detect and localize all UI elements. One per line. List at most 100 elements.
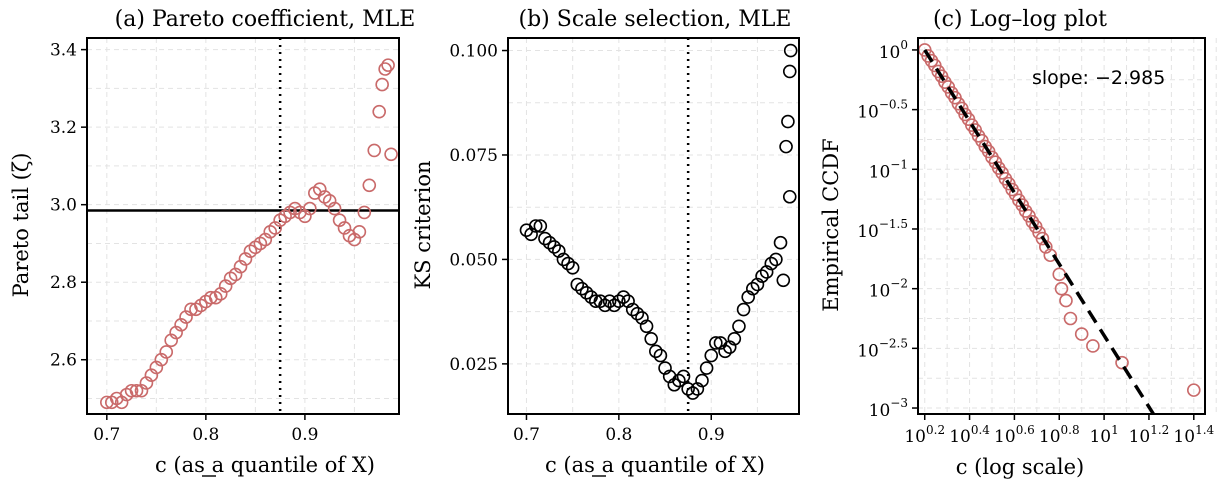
panel-b-y-tick-label: 0.025 [449, 355, 498, 375]
panel-c-point [1043, 248, 1058, 263]
panel-b-point [704, 348, 719, 363]
panel-a-point [378, 62, 392, 76]
panel-b-point [782, 189, 797, 204]
panel-a-point [375, 77, 389, 92]
panel-b-point [547, 240, 561, 254]
panel-b-point [630, 306, 645, 321]
panel-c-title: (c) Log–log plot [933, 7, 1107, 32]
panel-a-x-tick-label: 0.8 [192, 425, 219, 445]
panel-c-point [1035, 231, 1050, 246]
panel-b-point [782, 64, 797, 79]
panel-b-point [538, 231, 552, 246]
panel-c-y-tick-label: 10−1 [869, 157, 908, 182]
panel-b-point [769, 252, 783, 267]
panel-b-point [598, 298, 612, 313]
panel-b-point [690, 382, 705, 396]
panel-b-point [727, 331, 742, 346]
panel-c-slope-annotation: slope: −2.985 [1032, 67, 1165, 89]
panel-c-ticks: 100.2 100.4 100.6 100.8 101 101.2 101.4 100 10−0… [857, 38, 1214, 447]
panel-a-point [357, 205, 372, 220]
panel-c-point [1086, 339, 1100, 353]
panel-a-y-label: Pareto tail (ζ) [9, 153, 33, 298]
panel-a-y-tick-label: 2.6 [50, 351, 77, 371]
panel-b-ticks: 0.7 0.8 0.9 0.025 0.050 0.075 0.100 [449, 42, 724, 445]
panel-b-point [781, 114, 795, 129]
panel-c-point [1059, 293, 1073, 308]
panel-c-y-tick-label: 10−3 [869, 396, 908, 421]
panel-b-point [602, 294, 617, 309]
panel-b-point [681, 382, 695, 396]
panel-b-point [667, 377, 682, 392]
panel-a-x-tick-label: 0.7 [93, 425, 120, 445]
panel-b-point [750, 277, 765, 292]
panel-a-point [362, 178, 377, 193]
panel-b-point [776, 273, 791, 288]
panel-c-x-tick-label: 101 [1089, 423, 1118, 447]
panel-b-point [746, 281, 760, 296]
panel-a-point [129, 383, 144, 398]
panel-c-y-tick-label: 100 [879, 38, 908, 63]
panel-a-point [352, 225, 367, 239]
panel-a-y-tick-label: 2.8 [50, 273, 77, 293]
panel-b-point [741, 290, 755, 304]
panel-b-point [759, 265, 774, 279]
panel-b-point [625, 302, 640, 317]
panel-b-grid [508, 38, 799, 414]
panel-b: (b) Scale selection, MLE c (as a quantil… [411, 7, 800, 477]
panel-b-point [552, 244, 566, 258]
panel-b-point [607, 298, 622, 313]
panel-b-y-tick-label: 0.075 [449, 146, 498, 166]
panel-b-point [653, 348, 668, 363]
panel-c-grid [918, 38, 1217, 414]
panel-a: (a) Pareto coefficient, MLE c (as a quan… [9, 7, 415, 477]
panel-b-point [528, 219, 543, 233]
panel-b-y-label: KS criterion [411, 160, 435, 289]
panel-b-point [783, 43, 798, 58]
panel-c-x-tick-label: 100.2 [904, 423, 945, 447]
panel-b-point [649, 344, 663, 359]
panel-b-x-tick-label: 0.8 [605, 425, 632, 445]
panel-a-title: (a) Pareto coefficient, MLE [115, 7, 416, 32]
panel-b-point [773, 235, 788, 250]
panel-b-point [575, 281, 589, 296]
panel-b-point [533, 219, 548, 233]
panel-c-x-label: c (log scale) [956, 455, 1085, 479]
panel-a-point [372, 104, 386, 119]
panel-c-y-tick-label: 10−2.5 [857, 336, 908, 361]
panel-b-point [658, 361, 672, 375]
panel-b-point [644, 331, 658, 346]
panel-b-point [672, 373, 686, 388]
panel-a-point [381, 58, 395, 72]
panel-a-point [303, 201, 317, 216]
panel-b-point [524, 227, 538, 242]
panel-b-point [616, 290, 631, 304]
panel-c-y-tick-label: 10−0.5 [857, 98, 908, 123]
panel-c-point [1115, 355, 1129, 370]
panel-a-point [159, 345, 174, 359]
panel-b-frame [507, 37, 800, 415]
panel-c-point [1074, 327, 1089, 341]
panel-b-point [732, 319, 746, 334]
panel-a-y-tick-label: 3.4 [50, 41, 77, 61]
panel-b-point [676, 369, 691, 384]
panel-c-point [1054, 281, 1069, 296]
panel-c-fit-line [923, 49, 1155, 415]
panel-b-point [639, 319, 654, 334]
panel-c-point [1186, 383, 1201, 397]
panel-b-point [612, 294, 626, 309]
panel-b-point [764, 256, 779, 271]
panel-b-point [736, 302, 751, 317]
panel-c-x-tick-label: 101.4 [1173, 423, 1214, 447]
panel-b-point [718, 344, 732, 359]
panel-c-x-tick-label: 100.4 [949, 423, 990, 447]
panel-c-y-label: Empirical CCDF [819, 138, 843, 311]
panel-a-y-tick-label: 3.0 [50, 196, 77, 216]
panel-c-x-tick-label: 100.6 [994, 423, 1035, 447]
panel-c-x-tick-label: 101.2 [1129, 423, 1170, 447]
panel-a-marks [87, 38, 399, 414]
panel-b-point [779, 139, 793, 154]
panel-a-x-label: c (as a quantile of X) [155, 453, 375, 477]
panel-a-grid [87, 38, 399, 414]
panel-b-point [699, 361, 714, 375]
